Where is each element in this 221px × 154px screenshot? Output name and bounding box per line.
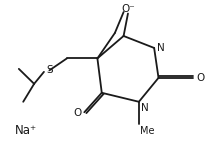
Text: N: N: [141, 103, 148, 113]
Text: Me: Me: [140, 126, 154, 136]
Text: O: O: [196, 73, 204, 83]
Text: N: N: [157, 43, 164, 53]
Text: O: O: [73, 108, 82, 118]
Text: S: S: [46, 65, 53, 75]
Text: Na⁺: Na⁺: [15, 124, 37, 137]
Text: O⁻: O⁻: [121, 4, 135, 14]
